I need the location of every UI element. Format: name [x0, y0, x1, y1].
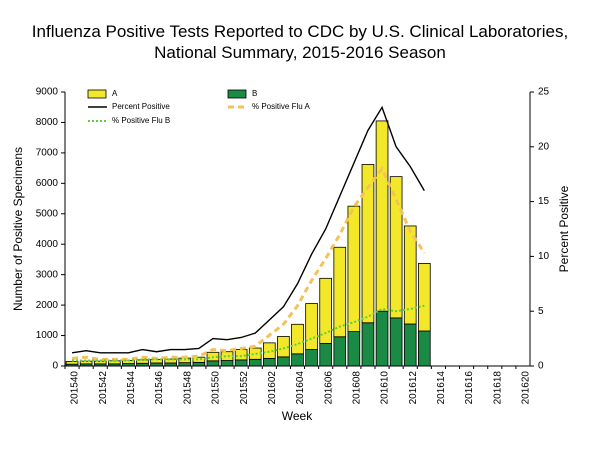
legend-label: % Positive Flu A: [252, 102, 310, 111]
bar: [333, 336, 347, 367]
bar: [248, 347, 262, 360]
y-tick-label: 2000: [36, 300, 59, 311]
y2-tick-label: 25: [538, 87, 550, 98]
x-tick-label: 201614: [436, 371, 447, 405]
bar: [347, 331, 361, 367]
x-tick-label: 201610: [380, 371, 391, 405]
chart-title: Influenza Positive Tests Reported to CDC…: [32, 22, 568, 41]
bar: [277, 356, 290, 367]
y-axis-label: Number of Positive Specimens: [11, 147, 25, 311]
legend-label: Percent Positive: [112, 102, 170, 111]
y-tick-label: 7000: [36, 148, 59, 159]
bar: [291, 323, 304, 355]
legend-label: % Positive Flu B: [112, 116, 170, 125]
bar: [417, 263, 431, 332]
bar: [361, 322, 375, 367]
x-tick-label: 201550: [211, 371, 222, 405]
x-tick-label: 201542: [98, 371, 109, 405]
bar: [234, 359, 248, 367]
y2-tick-label: 20: [538, 141, 550, 152]
bar: [389, 176, 403, 319]
x-tick-label: 201606: [323, 371, 334, 405]
y2-tick-label: 0: [538, 361, 544, 372]
bar: [333, 246, 347, 338]
legend-swatch: [227, 89, 247, 99]
y-tick-label: 4000: [36, 239, 59, 250]
legend-label: B: [252, 89, 257, 98]
bar: [192, 361, 206, 367]
y-tick-label: 9000: [36, 87, 59, 98]
y-tick-label: 3000: [36, 269, 59, 280]
bar: [93, 360, 107, 365]
x-tick-label: 201544: [126, 371, 137, 405]
x-tick-label: 201608: [352, 371, 363, 405]
bar: [277, 336, 290, 358]
x-tick-label: 201540: [70, 371, 81, 405]
line: [71, 105, 425, 354]
y-tick-label: 6000: [36, 178, 59, 189]
bar: [164, 358, 178, 364]
y-tick-label: 8000: [36, 117, 59, 128]
x-tick-label: 201552: [239, 371, 250, 405]
legend-swatch: [87, 89, 107, 99]
y-tick-label: 0: [52, 361, 58, 372]
bar: [248, 358, 262, 367]
bar: [291, 353, 304, 367]
bar: [375, 310, 389, 367]
bar: [178, 362, 192, 367]
bar: [65, 361, 79, 365]
bar: [417, 330, 431, 367]
x-tick-label: 201546: [154, 371, 165, 405]
y2-tick-label: 10: [538, 251, 550, 262]
bar: [79, 360, 93, 365]
chart-title: National Summary, 2015-2016 Season: [154, 43, 446, 62]
bar: [319, 277, 333, 344]
bar: [136, 359, 149, 364]
bar: [206, 360, 220, 367]
y2-axis-label: Percent Positive: [557, 185, 571, 272]
x-tick-label: 201616: [464, 371, 475, 405]
y-tick-label: 1000: [36, 330, 59, 341]
bar: [262, 342, 276, 359]
bar: [220, 360, 234, 367]
bar: [220, 351, 234, 361]
x-tick-label: 201620: [521, 371, 532, 405]
x-tick-label: 201612: [408, 371, 419, 405]
bar: [305, 303, 318, 350]
bar: [375, 120, 389, 312]
bar: [347, 205, 361, 332]
x-tick-label: 201548: [182, 371, 193, 405]
bar: [403, 225, 417, 325]
x-tick-label: 201618: [492, 371, 503, 405]
bar: [361, 164, 375, 324]
line: [72, 304, 425, 362]
legend-label: A: [112, 89, 118, 98]
bar: [389, 317, 403, 367]
x-tick-label: 201602: [267, 371, 278, 405]
x-tick-label: 201604: [295, 371, 306, 405]
bar: [305, 349, 318, 367]
bar: [403, 323, 417, 367]
y-tick-label: 5000: [36, 208, 59, 219]
y2-tick-label: 5: [538, 306, 544, 317]
x-axis-label: Week: [282, 409, 313, 423]
bar: [108, 360, 121, 365]
y2-tick-label: 15: [538, 196, 550, 207]
bar: [262, 357, 276, 367]
bar: [319, 343, 333, 367]
